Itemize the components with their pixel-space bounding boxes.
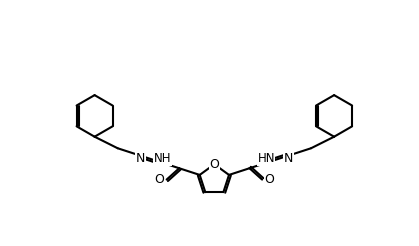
- Text: HN: HN: [257, 152, 275, 165]
- Text: N: N: [136, 152, 145, 165]
- Text: O: O: [264, 173, 274, 186]
- Text: O: O: [155, 173, 164, 186]
- Text: O: O: [210, 158, 219, 171]
- Text: N: N: [284, 152, 293, 165]
- Text: NH: NH: [154, 152, 171, 165]
